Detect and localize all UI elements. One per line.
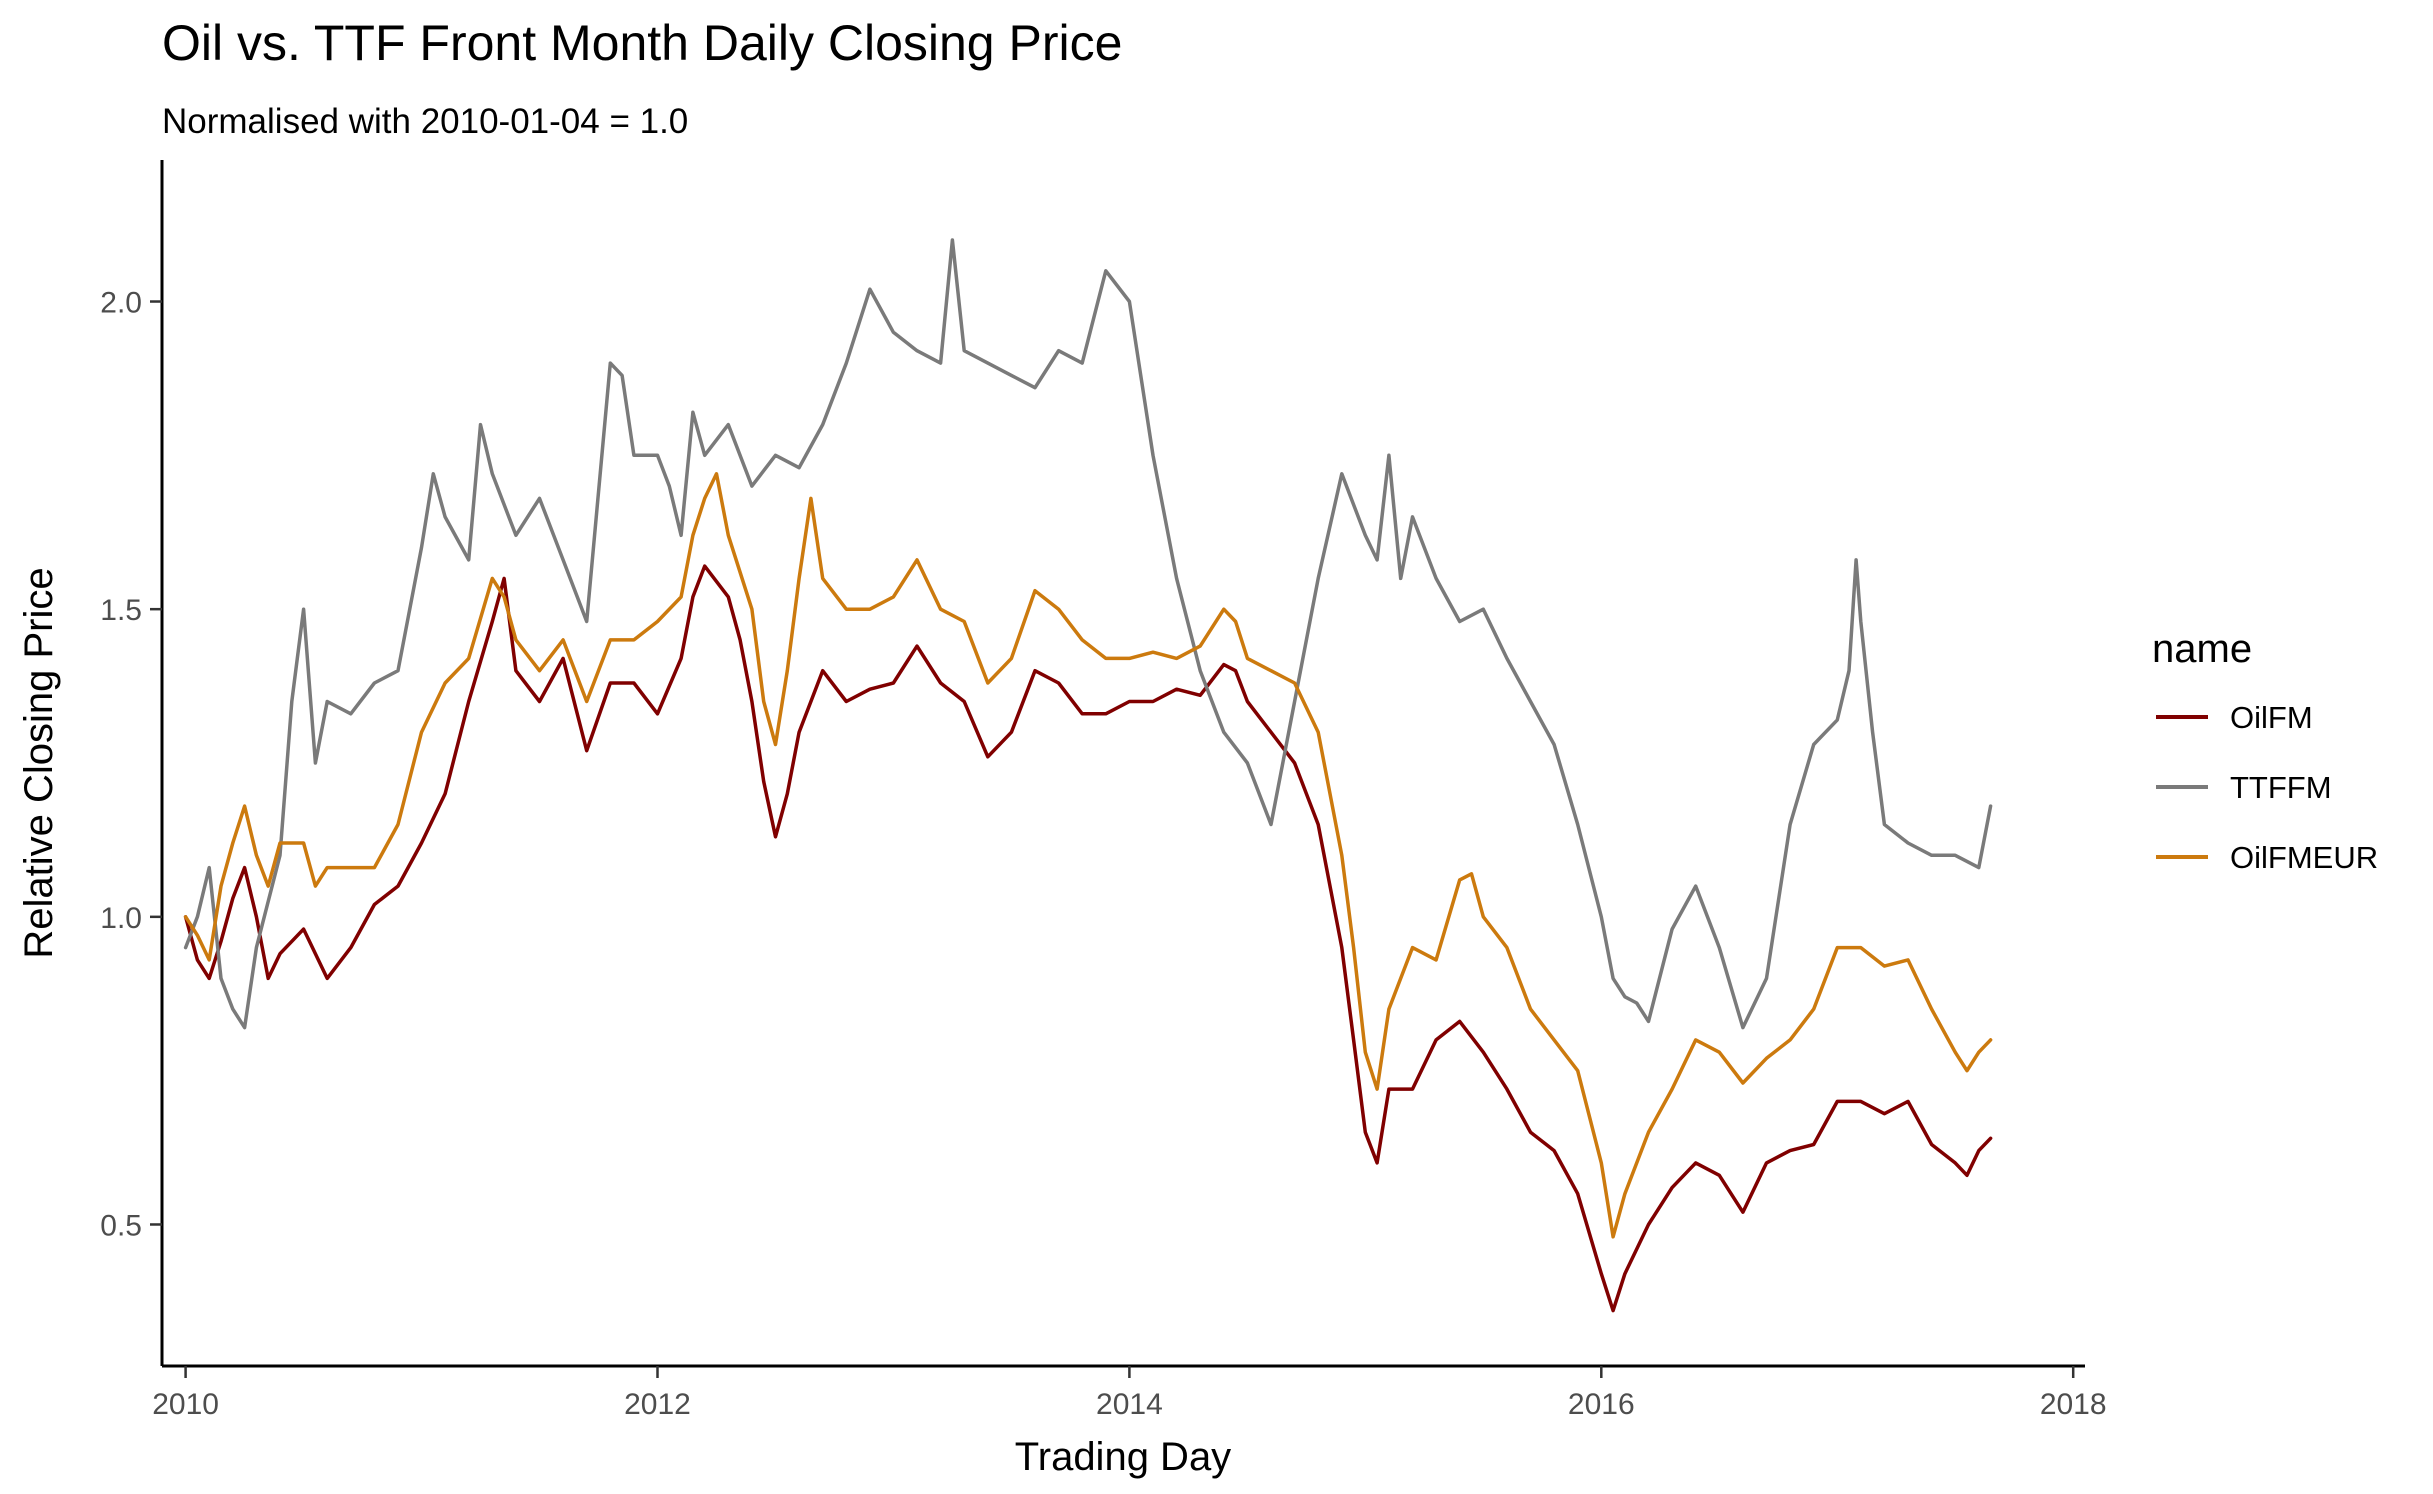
x-axis-title: Trading Day [1015,1435,1231,1479]
series-line-ttffm [183,238,1993,1030]
legend-label-ttffm: TTFFM [2230,770,2332,805]
series-layer [183,238,1993,1313]
chart-subtitle: Normalised with 2010-01-04 = 1.0 [162,102,688,141]
y-axis-title: Relative Closing Price [17,567,61,958]
legend: name OilFM TTFFM OilFMEUR [2152,627,2378,875]
legend-label-oilfmeur: OilFMEUR [2230,840,2378,875]
y-tick-label: 2.0 [100,287,142,320]
series-line-oilfmeur [183,472,1993,1239]
x-tick-label: 2012 [624,1388,691,1421]
x-tick-label: 2014 [1096,1388,1163,1421]
chart-title: Oil vs. TTF Front Month Daily Closing Pr… [162,15,1122,71]
legend-label-oilfm: OilFM [2230,700,2313,735]
plot-area: 2010 2012 2014 2016 2018 0.5 1.0 1.5 2.0 [100,160,2107,1421]
y-tick-label: 1.5 [100,594,142,627]
legend-items: OilFM TTFFM OilFMEUR [2156,700,2378,875]
x-axis-ticks: 2010 2012 2014 2016 2018 [152,1366,2107,1421]
y-axis-ticks: 0.5 1.0 1.5 2.0 [100,287,162,1242]
x-tick-label: 2016 [1568,1388,1635,1421]
x-tick-label: 2010 [152,1388,219,1421]
y-tick-label: 0.5 [100,1209,142,1242]
y-tick-label: 1.0 [100,902,142,935]
x-tick-label: 2018 [2040,1388,2107,1421]
series-line-oilfm [183,564,1993,1313]
legend-title: name [2152,627,2252,671]
